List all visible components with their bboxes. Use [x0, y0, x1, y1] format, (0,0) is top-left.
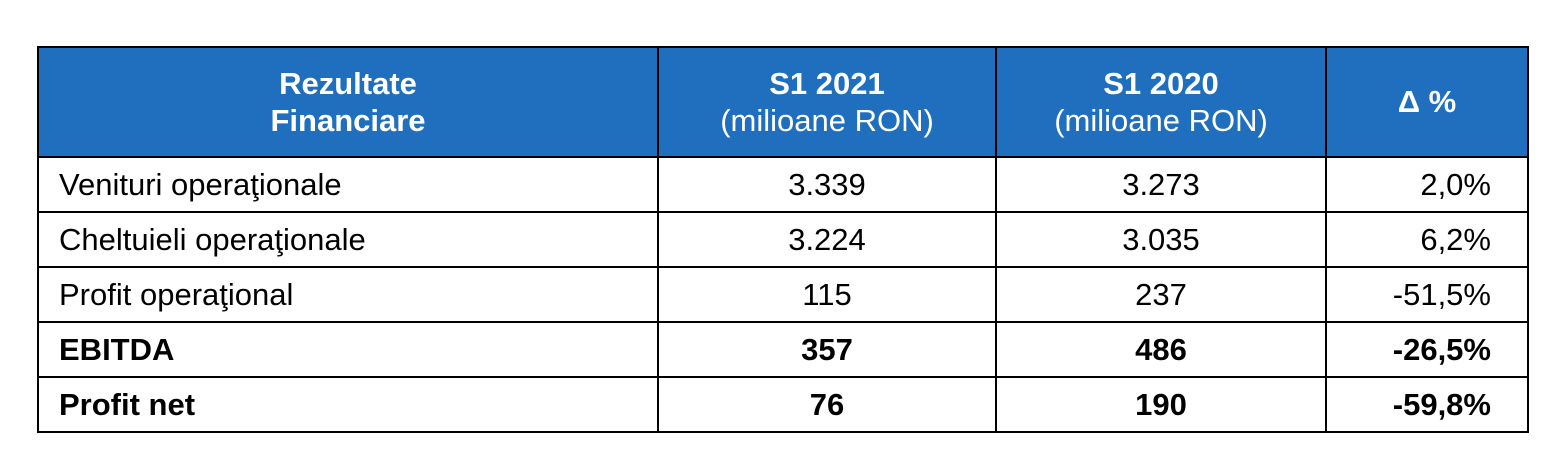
header-s1-2021-unit: (milioane RON): [720, 103, 934, 138]
cell-delta: -59,8%: [1325, 376, 1529, 433]
row-label: Profit net: [37, 376, 659, 433]
row-label: Profit operaţional: [37, 266, 659, 323]
cell-delta: 6,2%: [1325, 211, 1529, 268]
cell-s1-2021: 76: [657, 376, 997, 433]
cell-delta: -51,5%: [1325, 266, 1529, 323]
row-label: EBITDA: [37, 321, 659, 378]
cell-s1-2021: 3.339: [657, 156, 997, 213]
header-s1-2020: S1 2020 (milioane RON): [995, 46, 1327, 158]
cell-s1-2021: 3.224: [657, 211, 997, 268]
header-results: Rezultate Financiare: [37, 46, 659, 158]
cell-s1-2020: 3.035: [995, 211, 1327, 268]
table-row: Cheltuieli operaţionale 3.224 3.035 6,2%: [37, 211, 1529, 268]
cell-s1-2020: 237: [995, 266, 1327, 323]
header-s1-2021-title: S1 2021: [769, 65, 885, 101]
table-row: Profit operaţional 115 237 -51,5%: [37, 266, 1529, 323]
header-delta: Δ %: [1325, 46, 1529, 158]
cell-s1-2021: 115: [657, 266, 997, 323]
table-row: Venituri operaţionale 3.339 3.273 2,0%: [37, 156, 1529, 213]
header-results-line1: Rezultate: [279, 65, 417, 101]
header-row: Rezultate Financiare S1 2021 (milioane R…: [37, 46, 1529, 158]
cell-s1-2020: 486: [995, 321, 1327, 378]
cell-s1-2020: 190: [995, 376, 1327, 433]
table-row: EBITDA 357 486 -26,5%: [37, 321, 1529, 378]
header-s1-2021: S1 2021 (milioane RON): [657, 46, 997, 158]
row-label: Cheltuieli operaţionale: [37, 211, 659, 268]
cell-delta: 2,0%: [1325, 156, 1529, 213]
header-results-line2: Financiare: [270, 103, 426, 138]
cell-delta: -26,5%: [1325, 321, 1529, 378]
row-label: Venituri operaţionale: [37, 156, 659, 213]
financial-results-table: Rezultate Financiare S1 2021 (milioane R…: [37, 46, 1529, 433]
table-row: Profit net 76 190 -59,8%: [37, 376, 1529, 433]
header-s1-2020-title: S1 2020: [1103, 65, 1219, 101]
cell-s1-2020: 3.273: [995, 156, 1327, 213]
cell-s1-2021: 357: [657, 321, 997, 378]
header-s1-2020-unit: (milioane RON): [1054, 103, 1268, 138]
